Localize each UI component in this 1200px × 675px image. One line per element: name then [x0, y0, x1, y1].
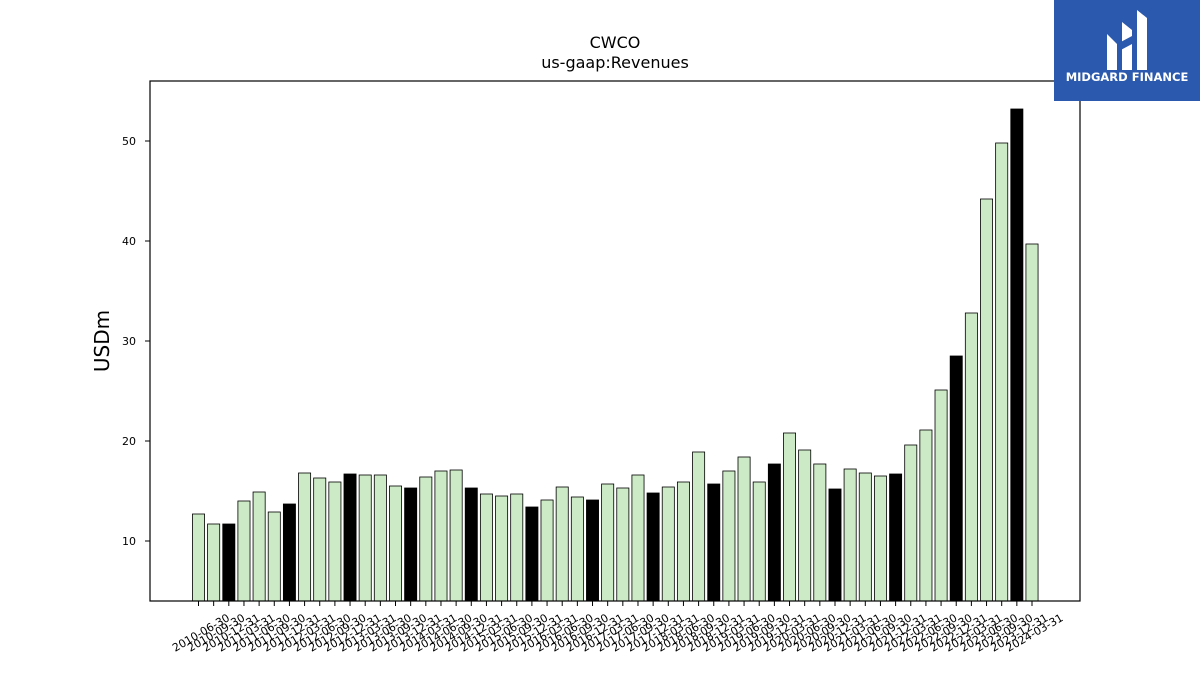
y-tick-label: 30 — [122, 335, 136, 348]
bar-2014-06-30 — [434, 470, 448, 602]
bar-2014-09-30 — [449, 469, 463, 602]
bar-2022-03-31 — [904, 444, 918, 602]
bar-2011-03-31 — [237, 500, 251, 602]
bar-2015-09-30 — [510, 493, 524, 602]
logo-text: MIDGARD FINANCE — [1066, 70, 1189, 84]
bar-2011-09-30 — [267, 511, 281, 602]
bar-2018-12-31 — [707, 483, 721, 602]
bar-2013-06-30 — [373, 474, 387, 602]
bar-2022-06-30 — [919, 429, 933, 602]
bar-2021-09-30 — [873, 475, 887, 602]
bar-2021-06-30 — [858, 472, 872, 602]
bar-2016-12-31 — [586, 499, 599, 602]
y-tick-label: 10 — [122, 535, 136, 548]
bar-2014-03-31 — [419, 476, 433, 602]
bar-2020-12-31 — [828, 488, 842, 602]
y-tick-label: 20 — [122, 435, 136, 448]
y-tick-label: 40 — [122, 235, 136, 248]
bar-2015-06-30 — [495, 495, 509, 602]
bar-2013-09-30 — [389, 485, 402, 602]
plot-frame — [149, 80, 1081, 602]
bar-2024-03-31 — [1025, 243, 1039, 602]
bar-2018-06-30 — [676, 481, 690, 602]
bar-2012-06-30 — [313, 477, 327, 602]
bar-2020-03-31 — [783, 432, 796, 602]
bar-2018-09-30 — [692, 451, 706, 602]
bar-2019-03-31 — [722, 470, 736, 602]
y-axis-label: USDm — [90, 310, 114, 372]
bar-2015-03-31 — [479, 493, 493, 602]
bar-2016-09-30 — [570, 496, 584, 602]
bar-2021-03-31 — [843, 468, 857, 602]
bar-2022-09-30 — [934, 389, 948, 602]
bar-2017-12-31 — [646, 492, 660, 602]
bar-2018-03-31 — [661, 486, 675, 602]
bar-2011-06-30 — [252, 491, 266, 602]
bar-2023-12-31 — [1010, 108, 1024, 602]
bar-2020-09-30 — [813, 463, 827, 602]
bar-2023-03-31 — [964, 312, 978, 602]
bar-2010-09-30 — [207, 523, 221, 602]
chart-subtitle: us-gaap:Revenues — [541, 53, 689, 72]
midgard-finance-logo: MIDGARD FINANCE — [1054, 0, 1200, 101]
bar-2011-12-31 — [282, 503, 296, 602]
bar-2010-12-31 — [222, 523, 236, 602]
bar-2023-09-30 — [995, 142, 1009, 602]
bar-2010-06-30 — [192, 513, 205, 602]
bar-2019-09-30 — [752, 481, 766, 602]
bar-2017-06-30 — [616, 487, 630, 602]
bar-2013-03-31 — [358, 474, 372, 602]
bar-2014-12-31 — [464, 487, 478, 602]
bar-2012-03-31 — [298, 472, 312, 602]
bar-2013-12-31 — [404, 487, 418, 602]
bar-2019-12-31 — [767, 463, 781, 602]
bar-2017-09-30 — [631, 474, 645, 602]
bar-2021-12-31 — [889, 473, 903, 602]
y-axis-ticks: 10 20 30 40 50 — [122, 135, 150, 548]
y-tick-label: 50 — [122, 135, 136, 148]
bar-2012-09-30 — [328, 481, 342, 602]
bar-2019-06-30 — [737, 456, 751, 602]
bar-2023-06-30 — [980, 198, 993, 602]
bar-2015-12-31 — [525, 506, 539, 602]
bar-2020-06-30 — [798, 449, 812, 602]
logo-mark-icon — [1107, 10, 1147, 70]
bars-group — [192, 108, 1039, 602]
bar-2012-12-31 — [343, 473, 357, 602]
chart-title: CWCO — [590, 33, 641, 52]
bar-2016-06-30 — [555, 486, 569, 602]
bar-2022-12-31 — [949, 355, 963, 602]
bar-2017-03-31 — [601, 483, 615, 602]
bar-2016-03-31 — [540, 499, 554, 602]
x-axis-ticks: 2010-06-302010-09-302010-12-312011-03-31… — [170, 601, 1066, 655]
